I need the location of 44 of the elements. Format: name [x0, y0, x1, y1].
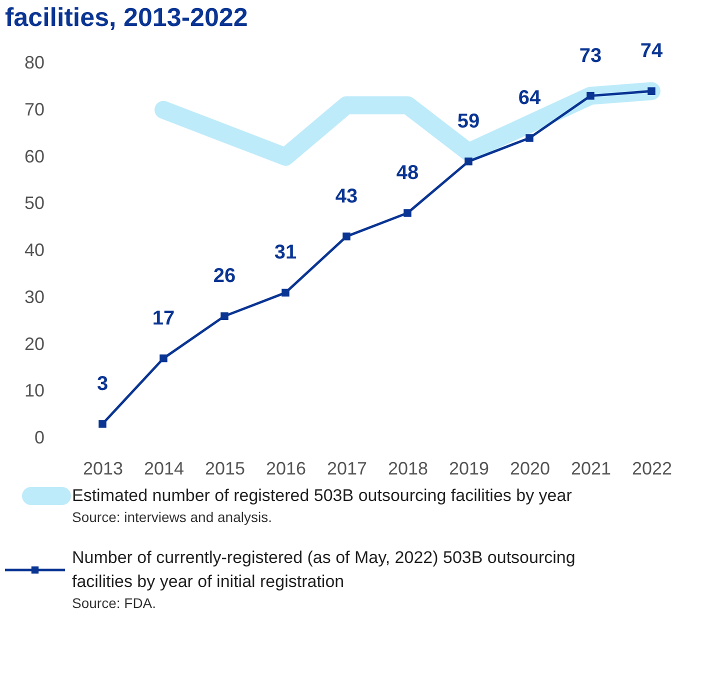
- x-tick-label: 2015: [204, 458, 246, 478]
- point: [526, 134, 534, 142]
- x-tick-label: 2020: [510, 458, 550, 478]
- y-tick-label: 20: [24, 334, 44, 354]
- source-note: Source: FDA.: [72, 595, 156, 611]
- point: [586, 92, 594, 100]
- y-tick-label: 30: [24, 286, 44, 307]
- data-label: 17: [152, 307, 175, 330]
- y-tick-label: 60: [24, 146, 44, 166]
- x-tick-label: 2014: [144, 458, 184, 478]
- source-note: Source: interviews and analysis.: [72, 509, 272, 525]
- data-label: 74: [640, 40, 664, 62]
- point: [160, 354, 168, 362]
- point: [220, 312, 228, 320]
- x-tick-label: 2022: [632, 458, 672, 478]
- data-label: 73: [579, 44, 602, 67]
- y-tick-label: 70: [24, 99, 44, 120]
- data-label: 43: [335, 185, 358, 208]
- data-label: 26: [213, 265, 236, 288]
- y-tick-label: 80: [24, 52, 44, 72]
- legend-label: Number of currently-registered (as of May, 2022) 503B outsourcing facilities by year of initial registration: [72, 548, 576, 591]
- point: [98, 420, 106, 428]
- x-tick-label: 2019: [448, 458, 490, 478]
- point: [282, 288, 290, 297]
- x-tick-label: 2013: [82, 458, 124, 478]
- x-tick-label: 2016: [266, 458, 306, 478]
- point: [648, 87, 656, 95]
- x-tick-label: 2017: [326, 458, 368, 478]
- data-label: 59: [457, 110, 480, 132]
- data-label: 48: [396, 162, 419, 184]
- data-label: 31: [274, 242, 297, 264]
- y-tick-label: 40: [24, 240, 44, 260]
- data-label: 3: [96, 372, 108, 395]
- legend-label: Estimated number of registered 503B outsourcing facilities by year: [72, 486, 572, 505]
- x-tick-label: 2021: [570, 458, 612, 478]
- point: [464, 158, 472, 166]
- chart-title: facilities, 2013-2022: [5, 2, 248, 32]
- x-tick-label: 2018: [388, 458, 428, 478]
- data-label: 64: [518, 87, 542, 109]
- point: [404, 209, 412, 217]
- point: [342, 232, 350, 240]
- y-tick-label: 50: [24, 193, 44, 214]
- y-tick-label: 0: [34, 428, 44, 448]
- y-tick-label: 10: [24, 380, 44, 401]
